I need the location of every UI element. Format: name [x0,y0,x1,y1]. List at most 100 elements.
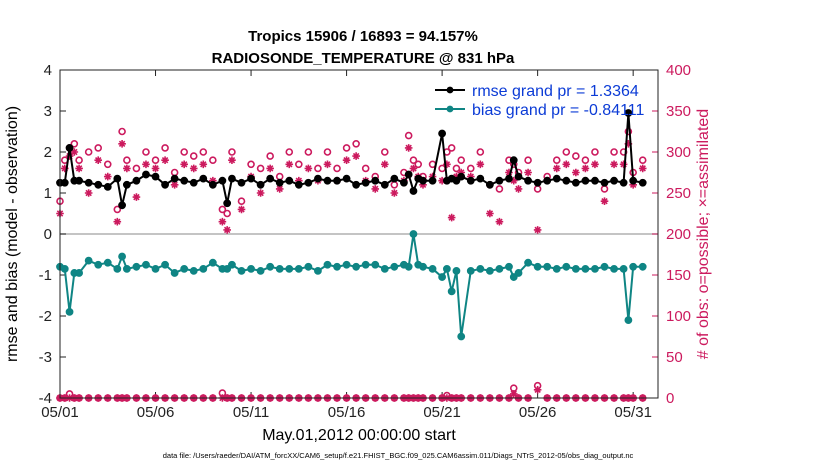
obs-assimilated-point [180,160,188,169]
obs-assimilated-point [352,152,360,160]
obs-assimilated-point [509,176,518,185]
obs-possible-point [452,164,461,173]
bias-point [485,267,494,275]
bias-point [170,269,179,277]
bias-point [103,258,112,267]
legend-rmse-label: rmse grand pr = 1.3364 [472,83,639,100]
rmse-point [371,176,380,185]
bias-point [409,230,418,238]
rmse-point [294,180,303,189]
rmse-point [304,178,313,187]
obs-assimilated-point [466,172,475,181]
bias-point [476,264,485,273]
obs-assimilated-point [533,226,542,234]
obs-assimilated-point [371,185,380,193]
bias-point [619,264,628,273]
obs-possible-point [333,164,341,173]
rmse-point [103,182,112,191]
bias-point [610,264,618,273]
obs-assimilated-point [562,160,571,169]
obs-assimilated-point [266,164,274,173]
y-right-tick-label: 100 [666,308,691,325]
rmse-point [404,170,413,179]
bias-point [151,264,160,273]
obs-possible-point [247,160,255,169]
rmse-point [237,178,246,187]
obs-possible-point [404,131,413,140]
rmse-point [571,178,580,187]
obs-possible-point [151,156,160,164]
bias-point [75,269,84,277]
rmse-point [314,174,322,183]
bias-point [122,264,131,273]
obs-assimilated-point [509,390,518,398]
obs-possible-point [266,152,274,160]
obs-possible-point [218,205,227,214]
bias-point [180,264,189,273]
bias-point [189,267,198,275]
rmse-point [419,176,427,185]
obs-assimilated-point [275,185,284,193]
bias-point [624,316,633,325]
obs-possible-point [624,127,633,136]
obs-assimilated-point [237,205,246,214]
obs-assimilated-point [323,160,332,169]
obs-possible-point [123,156,131,164]
bias-point [94,260,103,269]
rmse-point [94,180,103,189]
rmse-point [533,178,542,187]
rmse-point [629,176,638,185]
rmse-point [323,176,332,185]
bias-point [314,267,322,275]
x-tick-label: 05/21 [423,404,461,421]
obs-assimilated-point [524,168,532,177]
obs-possible-point [237,197,246,205]
obs-assimilated-point [60,164,69,173]
x-axis-label: May.01,2012 00:00:00 start [262,427,456,444]
obs-assimilated-point [390,189,399,197]
bias-point [304,262,313,271]
obs-possible-point [180,148,188,156]
bias-point [581,264,590,273]
bias-point [428,264,437,273]
bias-point [404,262,413,271]
obs-assimilated-point [533,386,542,394]
bias-point [352,262,361,271]
x-tick-label: 05/01 [41,404,79,421]
obs-assimilated-point [552,164,561,173]
obs-possible-point [161,144,169,152]
obs-assimilated-point [151,164,160,173]
y-left-tick-label: -2 [39,308,52,325]
obs-assimilated-point [256,189,265,197]
rmse-point [228,174,236,183]
rmse-point [218,176,227,185]
obs-assimilated-point [295,176,303,185]
bias-point [509,273,518,281]
rmse-point [118,201,126,210]
bias-point [629,262,638,271]
obs-possible-point [552,156,561,164]
rmse-point [256,180,265,189]
bias-point [466,267,475,275]
bias-point [591,264,599,273]
obs-possible-point [209,156,217,164]
rmse-point [266,174,275,183]
obs-assimilated-point [638,164,647,173]
bias-point [600,262,609,271]
bias-point [323,260,332,269]
bias-point [199,264,208,273]
obs-assimilated-point [94,156,103,164]
obs-possible-point [610,148,618,156]
obs-possible-point [466,164,475,173]
obs-assimilated-point [118,140,126,148]
bias-point [390,262,399,271]
plot-area: 05/01 05/06 05/11 05/16 05/21 05/26 05/31 -4 -3 -… [39,62,691,421]
obs-assimilated-point [581,164,590,173]
obs-possible-point [447,144,456,152]
rmse-point [223,199,232,208]
obs-assimilated-point [610,160,618,169]
rmse-point [452,176,461,185]
obs-possible-point [352,140,360,148]
x-tick-label: 05/16 [328,404,366,421]
obs-assimilated-point [619,160,628,169]
